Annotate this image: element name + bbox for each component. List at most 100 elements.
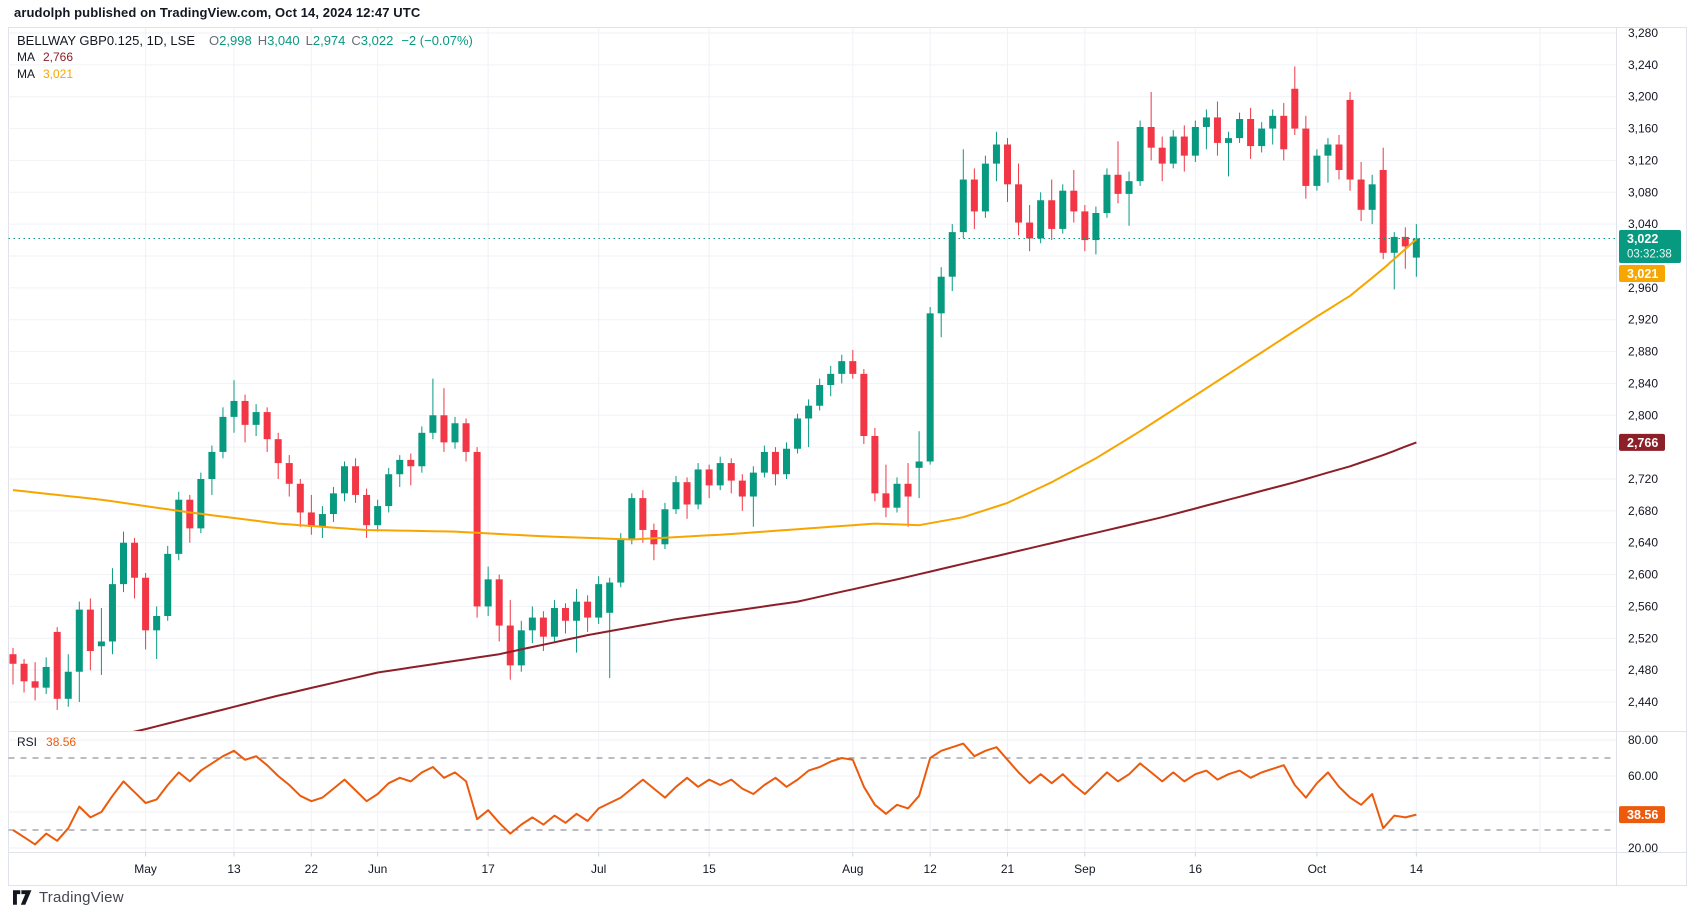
axis-badges: 3,022 03:32:38 3,021 2,766 38.56 [1619,229,1681,824]
candle [783,442,790,479]
candle [385,467,393,513]
rsi-label: RSI [17,735,38,749]
symbol-legend: BELLWAY GBP0.125, 1D, LSE O 2,998 H 3,04… [17,33,473,84]
svg-text:Aug: Aug [842,862,863,876]
candle [506,600,514,680]
candle [573,588,581,653]
candle [816,378,824,411]
high-label: H [257,33,268,48]
candle [1258,122,1266,153]
ma-fast-legend-row: MA 3,021 [17,67,473,84]
candle [1026,205,1034,252]
candles [9,66,1420,710]
candle [860,369,868,444]
candle [1236,112,1244,143]
candle [838,354,846,384]
candle [296,479,304,527]
candle [716,456,724,491]
candle [992,131,1000,182]
candle [429,378,437,440]
svg-text:Sep: Sep [1074,862,1096,876]
candle [274,432,282,479]
candle [1037,192,1045,244]
candle [639,490,647,543]
candle [606,577,614,679]
svg-text:Oct: Oct [1308,862,1327,876]
svg-text:13: 13 [227,862,241,876]
change-value: −2 (−0.07%) [401,33,473,48]
candle [771,447,779,486]
svg-text:21: 21 [1001,862,1015,876]
candle [86,598,94,671]
svg-text:2,766: 2,766 [1627,436,1658,450]
ma-fast-price-badge: 3,021 [1619,264,1665,282]
candle [53,627,61,710]
candle [1191,120,1199,163]
rsi-value-badge: 38.56 [1619,806,1665,824]
candle [727,458,735,494]
candle [981,155,989,218]
candle [1081,205,1089,252]
candle [926,306,934,465]
svg-text:2,960: 2,960 [1628,281,1658,295]
candle [374,499,382,532]
svg-text:3,120: 3,120 [1628,153,1658,167]
candle [407,453,415,486]
svg-text:3,021: 3,021 [1627,267,1658,281]
candle [1412,224,1420,277]
svg-text:12: 12 [923,862,937,876]
candle [904,463,912,527]
candle [805,399,813,448]
candle [31,662,39,701]
svg-text:2,920: 2,920 [1628,313,1658,327]
candle [495,574,503,642]
candle [208,445,216,495]
candle [1335,134,1343,180]
candle [528,606,536,644]
candle [1346,91,1354,191]
svg-text:15: 15 [702,862,716,876]
candle [672,475,680,515]
ma-slow-price-badge: 2,766 [1619,433,1665,451]
candle [318,506,326,538]
chart-frame [8,27,1687,886]
open-value: 2,998 [219,33,252,48]
rsi-value: 38.56 [46,735,77,749]
rsi-pane [8,742,1617,846]
candle [959,149,967,239]
candle [827,365,835,397]
candle [20,658,28,693]
candle [1158,136,1166,182]
candle [1059,184,1067,234]
svg-text:2,600: 2,600 [1628,568,1658,582]
candle [948,224,956,292]
svg-text:2,840: 2,840 [1628,376,1658,390]
tradingview-brand-text: TradingView [39,889,124,906]
tradingview-watermark[interactable]: TradingView [13,889,124,906]
svg-text:3,280: 3,280 [1628,26,1658,40]
svg-text:80.00: 80.00 [1628,733,1658,747]
candle [252,404,260,436]
rsi-legend: RSI 38.56 [17,735,76,749]
candle [329,486,337,523]
candle [749,466,757,527]
candle [705,464,713,499]
svg-text:2,880: 2,880 [1628,345,1658,359]
candle [1390,232,1398,290]
candle [1092,206,1100,255]
candle [175,491,183,561]
candle [241,394,249,443]
candle [562,603,569,634]
candle [1125,171,1133,226]
candle [1136,120,1144,186]
candle [849,349,857,379]
candle [1202,109,1210,150]
candle [418,426,426,473]
candle [186,494,194,543]
candle [738,474,746,511]
svg-text:20.00: 20.00 [1628,841,1658,855]
rsi-line [12,742,1417,846]
candle [1213,101,1221,156]
ma-fast-line [12,238,1418,541]
candle [396,455,404,487]
